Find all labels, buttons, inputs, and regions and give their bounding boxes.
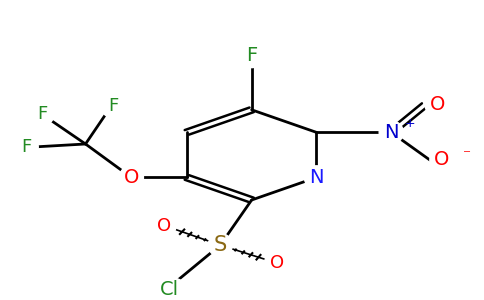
Text: ⁻: ⁻ bbox=[463, 147, 470, 162]
Ellipse shape bbox=[208, 233, 232, 257]
Ellipse shape bbox=[119, 166, 143, 189]
Ellipse shape bbox=[152, 214, 176, 238]
Text: O: O bbox=[124, 168, 139, 187]
Ellipse shape bbox=[304, 166, 329, 189]
Text: +: + bbox=[405, 116, 415, 130]
Text: O: O bbox=[434, 151, 450, 169]
Ellipse shape bbox=[265, 251, 289, 274]
Ellipse shape bbox=[152, 278, 187, 300]
Text: N: N bbox=[309, 168, 324, 187]
Ellipse shape bbox=[101, 94, 125, 118]
Ellipse shape bbox=[425, 93, 449, 116]
Ellipse shape bbox=[14, 135, 38, 158]
Text: F: F bbox=[108, 97, 118, 115]
Text: F: F bbox=[21, 138, 31, 156]
Text: O: O bbox=[157, 217, 171, 235]
Ellipse shape bbox=[240, 44, 264, 68]
Text: Cl: Cl bbox=[160, 280, 179, 299]
Text: F: F bbox=[246, 46, 257, 65]
Ellipse shape bbox=[30, 102, 54, 126]
Text: O: O bbox=[270, 254, 284, 272]
Text: N: N bbox=[384, 123, 398, 142]
Ellipse shape bbox=[379, 121, 403, 144]
Ellipse shape bbox=[430, 148, 454, 172]
Text: F: F bbox=[37, 105, 47, 123]
Text: S: S bbox=[213, 235, 227, 255]
Text: O: O bbox=[429, 95, 445, 114]
